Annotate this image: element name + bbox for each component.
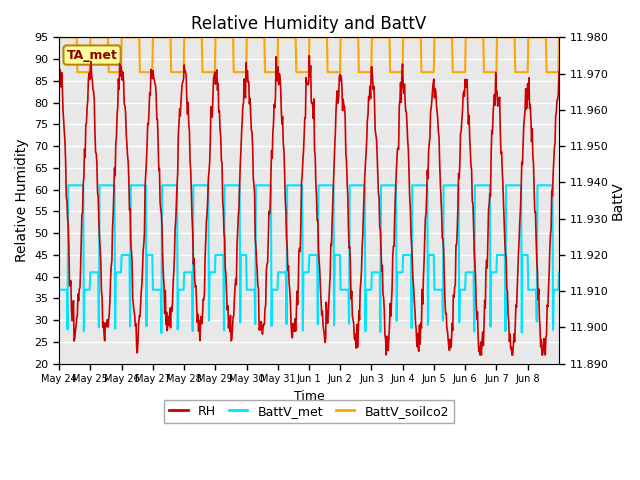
BattV_met [157,330,165,336]
BattV_met [55,287,63,293]
RH [305,53,313,59]
BattV_met [251,287,259,293]
BattV_met [362,328,369,334]
BattV_soilco2 [74,69,81,75]
BattV_soilco2 [231,69,239,75]
BattV_soilco2 [115,69,122,75]
Legend: RH, BattV_met, BattV_soilco2: RH, BattV_met, BattV_soilco2 [164,400,454,423]
Y-axis label: BattV: BattV [611,181,625,220]
Title: Relative Humidity and BattV: Relative Humidity and BattV [191,15,427,33]
X-axis label: Time: Time [294,390,324,403]
RH [250,176,257,181]
BattV_soilco2 [250,35,258,40]
Y-axis label: Relative Humidity: Relative Humidity [15,139,29,262]
RH [230,296,238,301]
BattV_soilco2 [207,69,214,75]
BattV_soilco2 [555,35,563,40]
BattV_met [390,182,397,188]
RH [206,160,214,166]
BattV_met [207,269,215,275]
Line: BattV_met: BattV_met [59,185,559,333]
Text: TA_met: TA_met [67,48,118,61]
RH [55,71,63,77]
RH [555,68,563,74]
BattV_met [555,269,563,275]
BattV_met [115,269,122,275]
RH [114,105,122,110]
BattV_met [232,182,239,188]
RH [361,174,369,180]
RH [389,253,397,259]
Line: RH: RH [59,56,559,355]
BattV_soilco2 [389,69,397,75]
Line: BattV_soilco2: BattV_soilco2 [59,37,559,72]
BattV_soilco2 [361,69,369,75]
RH [476,352,484,358]
BattV_met [65,182,72,188]
BattV_soilco2 [55,35,63,40]
